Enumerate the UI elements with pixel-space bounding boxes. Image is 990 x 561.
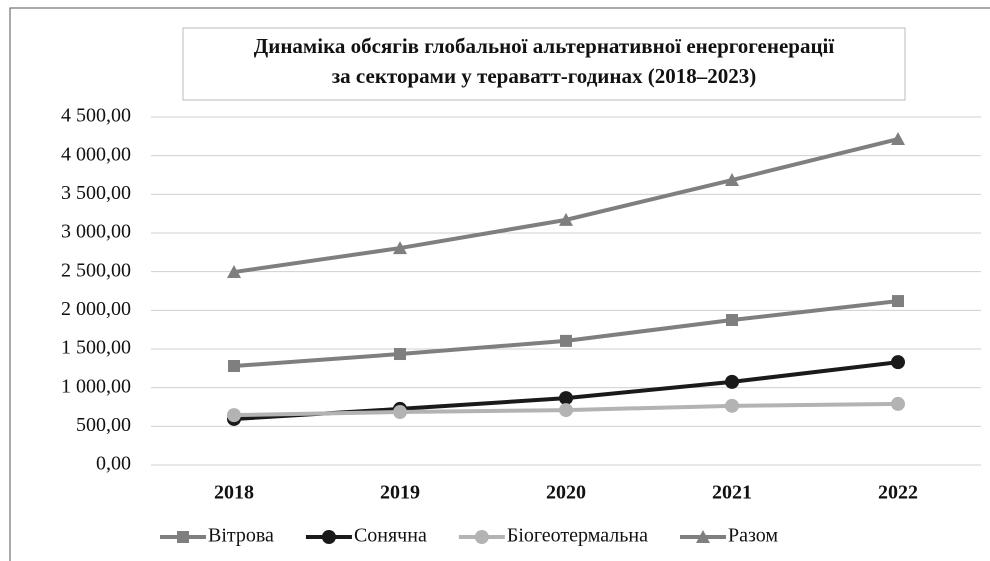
data-point [559,212,573,226]
data-point [559,403,573,418]
legend-marker [474,530,489,544]
chart-title: за секторами у тераватт-годинах (2018–20… [332,64,757,88]
y-tick-label: 0,00 [96,453,131,475]
data-point [726,314,738,326]
title-box [182,27,906,101]
legend-marker [696,530,710,543]
data-point [560,334,572,347]
legend-marker [321,530,336,544]
y-tick-label: 3 500,00 [61,182,131,204]
y-tick-label: 2 000,00 [61,298,131,320]
data-point [227,408,241,423]
data-point [227,265,241,279]
legend-label: Разом [728,525,778,547]
data-point [891,132,905,146]
y-tick-label: 1 000,00 [61,375,131,397]
data-point [393,241,407,255]
data-point [725,173,739,187]
y-tick-label: 500,00 [76,414,131,436]
chart-frame [9,7,990,561]
data-point [559,391,573,406]
chart-title: Динаміка обсягів глобальної альтернативн… [254,34,835,58]
x-tick-label: 2021 [712,482,752,504]
data-point [725,398,739,413]
data-point [892,295,904,308]
legend-marker [177,531,189,543]
data-point [891,355,905,370]
y-tick-label: 2 500,00 [61,259,131,281]
legend-label: Вітрова [208,525,274,547]
data-point [393,405,407,420]
y-tick-label: 4 500,00 [61,105,131,127]
x-tick-label: 2022 [878,482,918,504]
y-tick-label: 3 000,00 [61,221,131,243]
y-tick-label: 4 000,00 [61,143,131,165]
series-line [233,137,899,275]
x-tick-label: 2018 [214,482,254,504]
data-point [891,396,905,411]
data-point [725,374,739,389]
legend-label: Біогеотермальна [507,525,648,547]
x-tick-label: 2019 [380,482,420,504]
x-tick-label: 2020 [546,482,586,504]
data-point [394,348,406,361]
data-point [228,360,240,373]
legend-label: Сонячна [354,525,427,547]
y-tick-label: 1 500,00 [61,337,131,359]
